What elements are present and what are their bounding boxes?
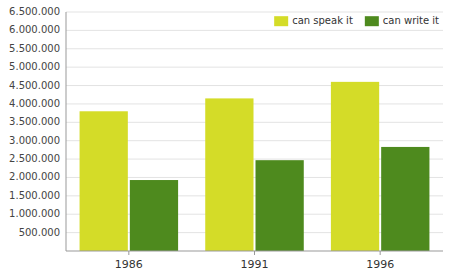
y-tick-label: 500.000 xyxy=(19,227,60,238)
legend-background xyxy=(271,13,442,29)
x-tick xyxy=(380,251,381,255)
x-tick-label: 1996 xyxy=(366,258,394,271)
x-tick-label: 1986 xyxy=(115,258,143,271)
bar xyxy=(331,82,379,251)
grid-line xyxy=(66,103,443,104)
grid-line xyxy=(66,48,443,49)
bars xyxy=(80,82,430,251)
y-tick-label: 5.500.000 xyxy=(9,43,60,54)
bar xyxy=(205,98,253,251)
grid-line xyxy=(66,85,443,86)
bar xyxy=(80,111,128,251)
y-tick-label: 4.000.000 xyxy=(9,98,60,109)
grid-line xyxy=(66,67,443,68)
legend-swatch xyxy=(365,16,379,26)
y-tick-label: 5.000.000 xyxy=(9,61,60,72)
legend-item: can write it xyxy=(365,15,439,26)
legend-item: can speak it xyxy=(274,15,353,26)
x-tick xyxy=(128,251,129,255)
grid-line xyxy=(66,30,443,31)
chart: 500.000 1.000.000 1.500.000 2.000.000 2.500.… xyxy=(0,0,455,279)
y-tick-label: 2.000.000 xyxy=(9,171,60,182)
bar xyxy=(256,160,304,251)
y-axis-line xyxy=(66,12,67,251)
bar xyxy=(130,180,178,251)
y-tick-label: 6.000.000 xyxy=(9,24,60,35)
y-tick-label: 3.500.000 xyxy=(9,116,60,127)
legend-swatch xyxy=(274,16,288,26)
bar xyxy=(381,147,429,251)
legend: can speak it can write it xyxy=(271,13,442,29)
legend-label: can speak it xyxy=(292,15,353,26)
y-tick-label: 1.500.000 xyxy=(9,190,60,201)
y-tick-label: 3.000.000 xyxy=(9,135,60,146)
y-tick-label: 4.500.000 xyxy=(9,80,60,91)
x-tick-label: 1991 xyxy=(241,258,269,271)
grid-line xyxy=(66,12,443,13)
legend-label: can write it xyxy=(383,15,439,26)
y-tick-label: 2.500.000 xyxy=(9,153,60,164)
y-tick-label: 1.000.000 xyxy=(9,208,60,219)
x-tick-labels: 1986 1991 1996 xyxy=(115,251,394,271)
x-tick xyxy=(254,251,255,255)
y-tick-labels: 500.000 1.000.000 1.500.000 2.000.000 2.500.… xyxy=(9,6,60,238)
y-tick-label: 6.500.000 xyxy=(9,6,60,17)
